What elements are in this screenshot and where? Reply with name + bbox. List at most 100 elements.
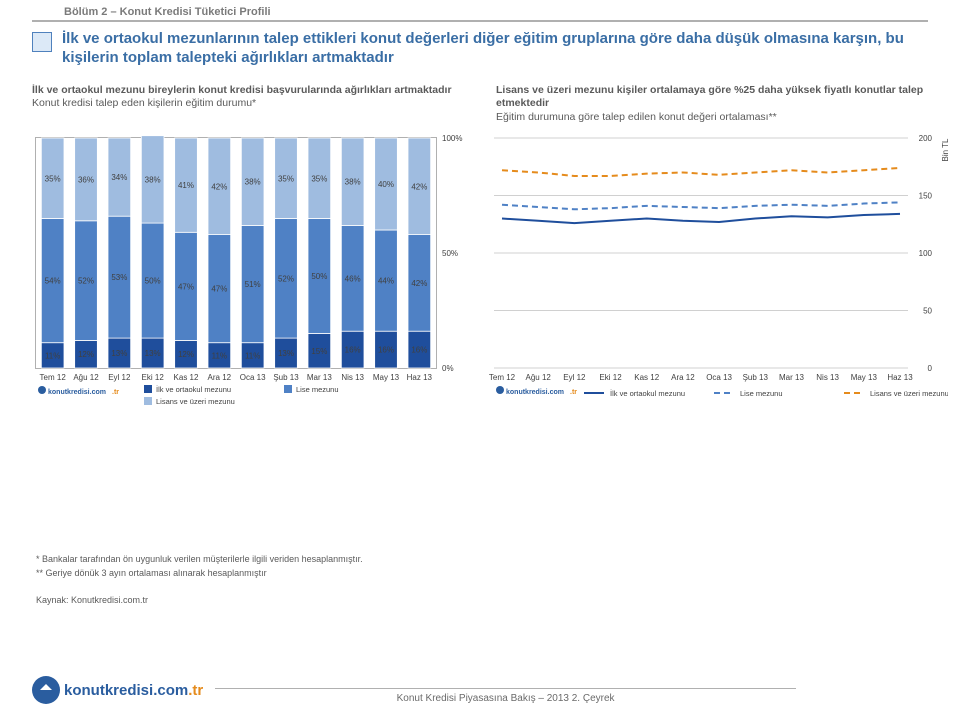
svg-text:15%: 15% bbox=[311, 347, 327, 356]
svg-text:11%: 11% bbox=[45, 352, 60, 361]
svg-text:38%: 38% bbox=[245, 178, 261, 187]
svg-text:Kas 12: Kas 12 bbox=[174, 373, 199, 382]
svg-text:.tr: .tr bbox=[112, 389, 119, 396]
svg-text:13%: 13% bbox=[145, 349, 161, 358]
svg-text:42%: 42% bbox=[211, 183, 227, 192]
highlight-box-icon bbox=[32, 32, 52, 52]
svg-text:35%: 35% bbox=[45, 175, 61, 184]
stacked-bar-chart: 0%50%100%11%54%35%Tem 1212%52%36%Ağu 121… bbox=[12, 132, 472, 442]
svg-text:54%: 54% bbox=[45, 277, 61, 286]
highlight-text: İlk ve ortaokul mezunlarının talep ettik… bbox=[62, 30, 928, 68]
subtitle-right-l1: Lisans ve üzeri mezunu kişiler ortalamay… bbox=[496, 84, 923, 110]
svg-text:38%: 38% bbox=[145, 176, 161, 185]
svg-text:44%: 44% bbox=[378, 277, 394, 286]
footer-bar: konutkredisi.com.tr Konut Kredisi Piyasa… bbox=[0, 668, 960, 712]
svg-text:38%: 38% bbox=[345, 178, 361, 187]
svg-text:12%: 12% bbox=[178, 351, 194, 360]
svg-text:0: 0 bbox=[928, 364, 933, 373]
svg-text:Oca 13: Oca 13 bbox=[706, 373, 732, 382]
svg-text:35%: 35% bbox=[311, 175, 327, 184]
svg-text:Lise mezunu: Lise mezunu bbox=[296, 385, 339, 394]
svg-text:41%: 41% bbox=[178, 182, 194, 191]
source-line: Kaynak: Konutkredisi.com.tr bbox=[36, 595, 148, 605]
svg-text:12%: 12% bbox=[78, 351, 94, 360]
line-chart-box: 050100150200Bin TLTem 12Ağu 12Eyl 12Eki … bbox=[480, 132, 948, 442]
highlight-row: İlk ve ortaokul mezunlarının talep ettik… bbox=[0, 28, 960, 78]
svg-text:Tem 12: Tem 12 bbox=[489, 373, 516, 382]
line-chart: 050100150200Bin TLTem 12Ağu 12Eyl 12Eki … bbox=[480, 132, 948, 442]
svg-text:50%: 50% bbox=[442, 249, 458, 258]
svg-text:13%: 13% bbox=[278, 349, 294, 358]
svg-text:Nis 13: Nis 13 bbox=[816, 373, 839, 382]
svg-text:16%: 16% bbox=[378, 346, 394, 355]
svg-text:13%: 13% bbox=[111, 349, 127, 358]
svg-text:Haz 13: Haz 13 bbox=[887, 373, 913, 382]
svg-text:.tr: .tr bbox=[570, 389, 577, 396]
svg-text:konutkredisi.com: konutkredisi.com bbox=[48, 389, 106, 396]
svg-text:Lise mezunu: Lise mezunu bbox=[740, 389, 783, 398]
brand-logo: konutkredisi.com.tr bbox=[32, 676, 203, 704]
svg-text:50: 50 bbox=[923, 307, 932, 316]
svg-text:Ağu 12: Ağu 12 bbox=[526, 373, 552, 382]
stacked-chart-box: 0%50%100%11%54%35%Tem 1212%52%36%Ağu 121… bbox=[12, 132, 476, 442]
svg-text:100: 100 bbox=[919, 249, 933, 258]
brand-name: konutkredisi bbox=[64, 682, 153, 699]
svg-text:Lisans ve üzeri mezunu: Lisans ve üzeri mezunu bbox=[870, 389, 948, 398]
svg-text:Eki 12: Eki 12 bbox=[142, 373, 165, 382]
svg-text:0%: 0% bbox=[442, 364, 454, 373]
svg-text:Şub 13: Şub 13 bbox=[273, 373, 299, 382]
subtitle-right-l2: Eğitim durumuna göre talep edilen konut … bbox=[496, 111, 777, 123]
svg-text:34%: 34% bbox=[111, 174, 127, 183]
globe-icon bbox=[32, 676, 60, 704]
svg-text:50%: 50% bbox=[311, 272, 327, 281]
subtitle-right: Lisans ve üzeri mezunu kişiler ortalamay… bbox=[496, 84, 928, 125]
svg-text:Ara 12: Ara 12 bbox=[671, 373, 695, 382]
svg-text:Oca 13: Oca 13 bbox=[240, 373, 266, 382]
svg-text:11%: 11% bbox=[212, 352, 227, 361]
svg-text:40%: 40% bbox=[378, 180, 394, 189]
svg-text:16%: 16% bbox=[411, 346, 427, 355]
svg-text:200: 200 bbox=[919, 134, 933, 143]
svg-text:Eki 12: Eki 12 bbox=[599, 373, 622, 382]
svg-text:42%: 42% bbox=[411, 279, 427, 288]
svg-text:Şub 13: Şub 13 bbox=[743, 373, 769, 382]
svg-text:53%: 53% bbox=[111, 274, 127, 283]
svg-text:51%: 51% bbox=[245, 280, 261, 289]
brand-suffix: .com bbox=[153, 682, 188, 699]
svg-text:46%: 46% bbox=[345, 275, 361, 284]
svg-text:Kas 12: Kas 12 bbox=[634, 373, 659, 382]
svg-text:May 13: May 13 bbox=[373, 373, 400, 382]
subtitles-row: İlk ve ortaokul mezunu bireylerin konut … bbox=[0, 78, 960, 127]
svg-text:Eyl 12: Eyl 12 bbox=[563, 373, 586, 382]
brand-tld: .tr bbox=[188, 682, 203, 699]
svg-text:52%: 52% bbox=[78, 277, 94, 286]
svg-text:11%: 11% bbox=[245, 352, 260, 361]
subtitle-left-l1: İlk ve ortaokul mezunu bireylerin konut … bbox=[32, 84, 452, 96]
svg-text:Lisans ve üzeri mezunu: Lisans ve üzeri mezunu bbox=[156, 397, 235, 406]
svg-text:100%: 100% bbox=[442, 134, 462, 143]
footnote-2: ** Geriye dönük 3 ayın ortalaması alınar… bbox=[36, 568, 267, 578]
footnotes: * Bankalar tarafından ön uygunluk verile… bbox=[36, 553, 363, 607]
svg-text:47%: 47% bbox=[211, 285, 227, 294]
svg-text:Ağu 12: Ağu 12 bbox=[73, 373, 99, 382]
svg-text:İlk ve ortaokul mezunu: İlk ve ortaokul mezunu bbox=[156, 385, 231, 394]
subtitle-left-l2: Konut kredisi talep eden kişilerin eğiti… bbox=[32, 97, 256, 109]
svg-text:35%: 35% bbox=[278, 175, 294, 184]
subtitle-left: İlk ve ortaokul mezunu bireylerin konut … bbox=[32, 84, 464, 125]
svg-text:50%: 50% bbox=[145, 277, 161, 286]
svg-text:Mar 13: Mar 13 bbox=[307, 373, 332, 382]
svg-text:Eyl 12: Eyl 12 bbox=[108, 373, 131, 382]
section-header: Bölüm 2 – Konut Kredisi Tüketici Profili bbox=[32, 0, 928, 22]
svg-text:16%: 16% bbox=[345, 346, 361, 355]
svg-text:150: 150 bbox=[919, 192, 933, 201]
svg-text:May 13: May 13 bbox=[851, 373, 878, 382]
footnote-1: * Bankalar tarafından ön uygunluk verile… bbox=[36, 554, 363, 564]
svg-text:Ara 12: Ara 12 bbox=[208, 373, 232, 382]
svg-text:47%: 47% bbox=[178, 283, 194, 292]
svg-text:Mar 13: Mar 13 bbox=[779, 373, 804, 382]
svg-text:Tem 12: Tem 12 bbox=[40, 373, 67, 382]
charts-row: 0%50%100%11%54%35%Tem 1212%52%36%Ağu 121… bbox=[0, 126, 960, 442]
svg-text:52%: 52% bbox=[278, 275, 294, 284]
svg-text:Nis 13: Nis 13 bbox=[341, 373, 364, 382]
footer-title: Konut Kredisi Piyasasına Bakış – 2013 2.… bbox=[215, 688, 796, 704]
